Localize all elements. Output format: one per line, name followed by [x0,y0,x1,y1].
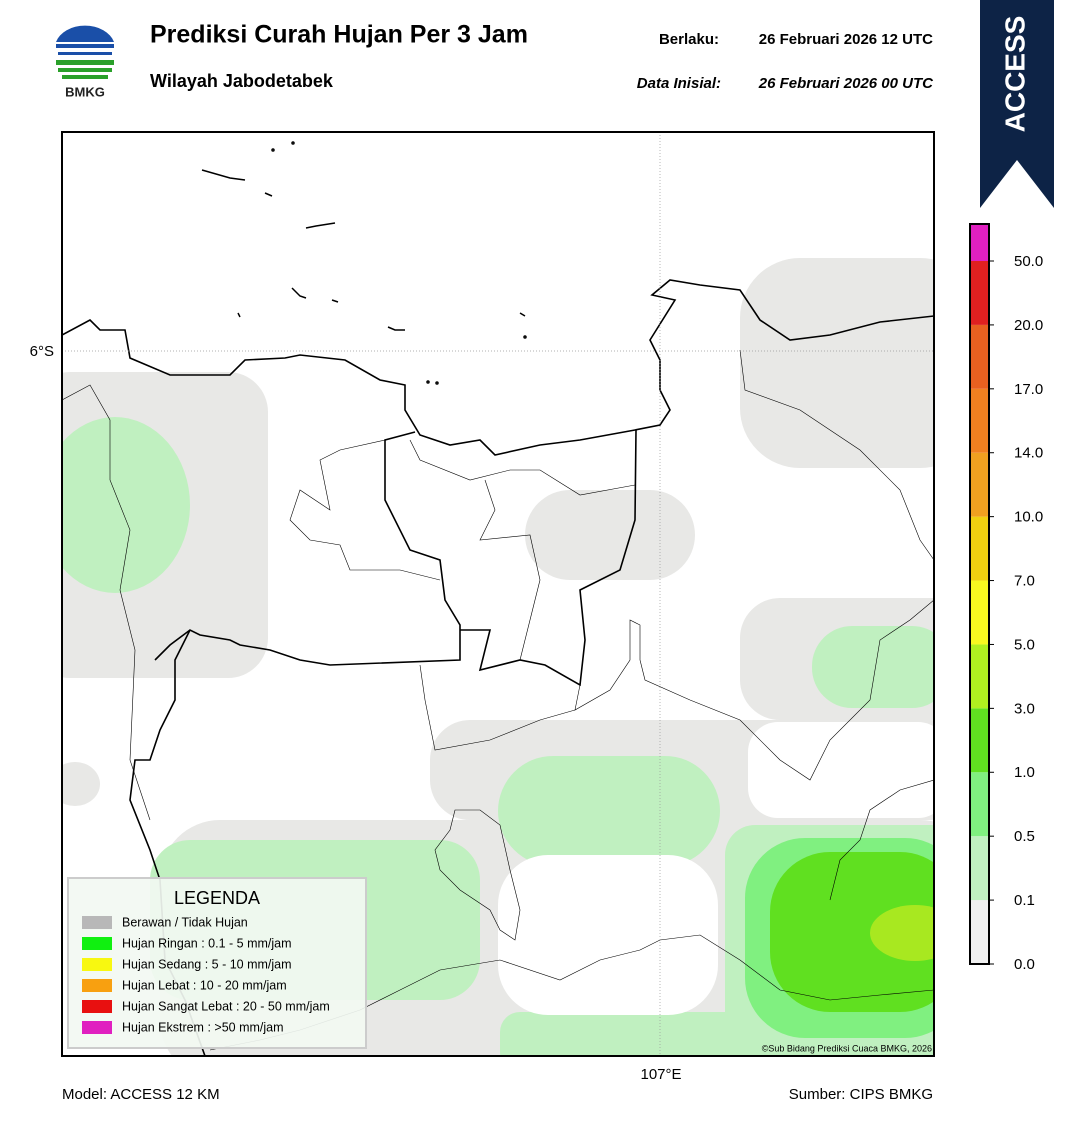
colorbar-segment [970,708,989,773]
colorbar-label: 1.0 [1014,764,1035,781]
init-value: 26 Februari 2026 00 UTC [758,75,934,92]
colorbar-segment [970,836,989,901]
footer-model: Model: ACCESS 12 KM [62,1086,220,1103]
colorbar-label: 14.0 [1014,445,1043,462]
valid-label: Berlaku: [659,31,719,48]
legend-swatch [82,979,112,992]
legend-label: Hujan Sangat Lebat : 20 - 50 mm/jam [122,999,330,1013]
colorbar-label: 0.0 [1014,956,1035,973]
colorbar-segment [970,324,989,389]
legend-label: Hujan Sedang : 5 - 10 mm/jam [122,957,292,971]
legend-label: Hujan Ekstrem : >50 mm/jam [122,1020,284,1034]
legend-swatch [82,937,112,950]
legend-swatch [82,958,112,971]
valid-value: 26 Februari 2026 12 UTC [759,31,933,48]
badge-shape [980,0,1054,208]
legend-swatch [82,916,112,929]
legend-title: LEGENDA [174,888,260,908]
logo-text: BMKG [65,84,105,99]
legend-label: Hujan Ringan : 0.1 - 5 mm/jam [122,936,292,950]
colorbar-segment [970,900,989,964]
legend-swatch [82,1021,112,1034]
colorbar-segment [970,261,989,325]
map-credit: ©Sub Bidang Prediksi Cuaca BMKG, 2026 [762,1043,932,1053]
badge-text: ACCESS [999,16,1030,133]
map-frame [61,131,935,1057]
footer-source: Sumber: CIPS BMKG [789,1086,933,1103]
colorbar-label: 3.0 [1014,700,1035,717]
legend-label: Berawan / Tidak Hujan [122,915,248,929]
logo: BMKG [56,25,114,99]
colorbar-label: 10.0 [1014,509,1043,526]
legend-label: Hujan Lebat : 10 - 20 mm/jam [122,978,287,992]
colorbar-segment [970,644,989,709]
title: Prediksi Curah Hujan Per 3 Jam [150,21,528,49]
colorbar-segment [970,516,989,581]
colorbar: 0.0 0.1 0.5 1.0 3.0 5.0 7.0 10.0 14.0 17.0 20.0 50.… [969,223,1043,973]
colorbar-label: 17.0 [1014,381,1043,398]
init-label: Data Inisial: [637,75,721,92]
colorbar-segment [970,452,989,517]
colorbar-frame [969,223,990,965]
colorbar-label: 50.0 [1014,253,1043,270]
colorbar-label: 5.0 [1014,636,1035,653]
colorbar-segment [970,772,989,837]
lat-label: 6°S [30,343,54,360]
colorbar-label: 7.0 [1014,573,1035,590]
colorbar-segment [970,388,989,453]
lon-label: 107°E [640,1066,681,1083]
legend: LEGENDA Berawan / Tidak Hujan Hujan Ringa… [67,877,367,1049]
colorbar-label: 0.1 [1014,892,1035,909]
subtitle: Wilayah Jabodetabek [150,71,334,91]
colorbar-label: 20.0 [1014,317,1043,334]
colorbar-segment [970,224,989,261]
legend-swatch [82,1000,112,1013]
colorbar-segment [970,580,989,645]
colorbar-label: 0.5 [1014,828,1035,845]
